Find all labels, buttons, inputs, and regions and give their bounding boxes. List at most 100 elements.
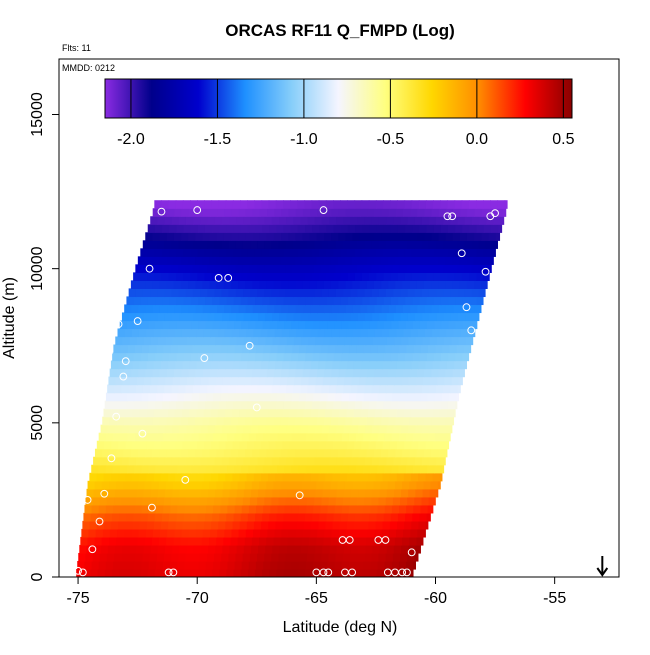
heatmap-cell [205, 320, 214, 330]
heatmap-cell [225, 360, 234, 370]
heatmap-cell [405, 512, 413, 522]
heatmap-cell [233, 512, 242, 522]
heatmap-cell [400, 240, 408, 249]
heatmap-cell [340, 352, 349, 362]
heatmap-cell [251, 376, 260, 386]
heatmap-cell [478, 264, 487, 273]
heatmap-cell [488, 208, 497, 217]
heatmap-cell [341, 392, 350, 402]
heatmap-cell [330, 416, 339, 426]
heatmap-cell [399, 504, 407, 514]
heatmap-cell [237, 536, 246, 546]
heatmap-cell [180, 536, 189, 546]
heatmap-cell [296, 440, 305, 450]
heatmap-cell [446, 360, 455, 370]
heatmap-cell [99, 496, 108, 506]
heatmap-cell [363, 344, 372, 354]
heatmap-cell [340, 272, 349, 281]
heatmap-cell [143, 336, 152, 346]
heatmap-cell [341, 432, 350, 442]
heatmap-cell [298, 352, 306, 362]
heatmap-cell [124, 408, 133, 418]
heatmap-cell [172, 376, 181, 386]
heatmap-cell [144, 256, 153, 265]
heatmap-cell [367, 304, 375, 314]
heatmap-cell [166, 448, 175, 458]
heatmap-cell [407, 264, 415, 273]
heatmap-cell [143, 312, 152, 322]
heatmap-cell [407, 312, 416, 322]
heatmap-cell [357, 456, 366, 466]
heatmap-cell [238, 368, 247, 378]
heatmap-cell [412, 352, 421, 362]
heatmap-cell [338, 304, 347, 314]
heatmap-cell [257, 240, 265, 249]
heatmap-cell [255, 512, 263, 522]
heatmap-cell [261, 248, 270, 257]
heatmap-cell [366, 280, 375, 289]
heatmap-cell [404, 520, 412, 530]
heatmap-cell [244, 480, 253, 490]
heatmap-cell [346, 328, 355, 338]
heatmap-cell [483, 200, 491, 209]
flight-point [448, 212, 457, 221]
heatmap-cell [98, 432, 107, 442]
heatmap-cell [466, 280, 475, 289]
heatmap-cell [376, 224, 385, 233]
heatmap-cell [213, 504, 221, 514]
heatmap-cell [445, 280, 454, 289]
heatmap-cell [421, 288, 430, 298]
heatmap-cell [333, 248, 342, 257]
heatmap-cell [407, 552, 415, 562]
heatmap-cell [425, 360, 434, 370]
heatmap-cell [188, 208, 197, 217]
heatmap-cell [370, 344, 379, 354]
heatmap-cell [259, 368, 268, 378]
heatmap-cell [209, 232, 218, 241]
heatmap-cell [140, 296, 149, 306]
heatmap-cell [190, 352, 199, 362]
heatmap-cell [140, 272, 149, 281]
heatmap-cell [483, 224, 492, 233]
heatmap-cell [223, 480, 232, 490]
heatmap-cell [290, 296, 299, 306]
heatmap-cell [378, 216, 387, 225]
heatmap-cell [211, 248, 220, 257]
heatmap-cell [295, 208, 304, 217]
heatmap-cell [386, 456, 394, 466]
heatmap-cell [359, 448, 368, 458]
heatmap-cell [176, 512, 185, 522]
heatmap-cell [109, 368, 118, 378]
heatmap-cell [329, 488, 338, 498]
heatmap-cell [316, 448, 325, 458]
heatmap-cell [341, 504, 350, 514]
heatmap-cell [371, 288, 380, 298]
heatmap-cell [320, 504, 329, 514]
heatmap-cell [474, 208, 483, 217]
heatmap-cell [241, 432, 250, 442]
heatmap-cell [331, 368, 340, 378]
heatmap-cell [314, 264, 322, 273]
heatmap-cell [145, 232, 154, 241]
heatmap-cell [448, 224, 456, 233]
heatmap-cell [349, 264, 358, 273]
heatmap-cell [413, 344, 422, 354]
heatmap-cell [110, 472, 119, 482]
heatmap-cell [405, 352, 413, 362]
heatmap-cell [274, 368, 282, 378]
heatmap-cell [290, 200, 298, 209]
heatmap-cell [163, 344, 172, 354]
heatmap-cell [340, 224, 349, 233]
heatmap-cell [113, 504, 121, 514]
heatmap-cell [435, 240, 444, 249]
heatmap-cell [273, 232, 282, 241]
heatmap-cell [100, 488, 109, 498]
heatmap-cell [140, 512, 149, 522]
heatmap-cell [239, 360, 248, 370]
heatmap-cell [348, 504, 357, 514]
heatmap-cell [169, 568, 177, 577]
heatmap-cell [356, 432, 364, 442]
heatmap-cell [186, 424, 195, 434]
heatmap-cell [288, 304, 297, 314]
heatmap-cell [426, 248, 435, 257]
